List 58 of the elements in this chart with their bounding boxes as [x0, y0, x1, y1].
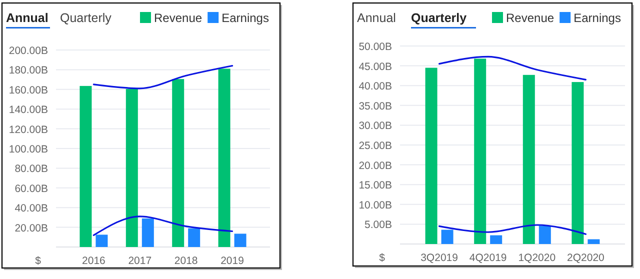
chart-title: Annual — [6, 11, 48, 25]
bar — [441, 230, 454, 244]
x-tick-label: 1Q2020 — [518, 252, 556, 264]
legend-label: Earnings — [222, 11, 269, 25]
chart-subtitle: Quarterly — [60, 11, 112, 25]
y-tick-label: 40.00B — [14, 202, 48, 215]
bar — [80, 86, 92, 247]
bar — [588, 239, 600, 244]
y-tick-label: 20.00B — [358, 160, 392, 172]
y-tick-label: 30.00B — [358, 120, 392, 132]
y-tick-label: 200.00B — [8, 45, 48, 57]
y-axis-title: $ — [35, 255, 42, 267]
line-series — [438, 224, 587, 235]
bar — [96, 234, 108, 247]
chart-subtitle: Annual — [357, 11, 396, 25]
y-tick-label: 100.00B — [8, 144, 48, 156]
bar — [188, 228, 200, 247]
legend-label: Earnings — [574, 11, 621, 25]
legend-label: Revenue — [154, 11, 202, 25]
bar — [474, 58, 486, 244]
bar — [522, 74, 535, 244]
y-tick-label: 45.00B — [358, 60, 392, 73]
y-tick-label: 60.00B — [14, 182, 48, 195]
bar — [172, 79, 184, 247]
x-tick-label: 2Q2020 — [567, 252, 605, 264]
chart-title: Quarterly — [411, 11, 467, 25]
y-tick-label: 140.00B — [8, 104, 48, 116]
bar — [142, 218, 154, 247]
line-series — [92, 64, 234, 90]
x-tick-label: 2017 — [128, 255, 152, 267]
x-tick-label: 3Q2019 — [420, 252, 458, 264]
bar — [126, 88, 138, 247]
x-tick-label: 2016 — [82, 255, 106, 267]
bar — [490, 235, 502, 244]
y-tick-label: 5.00B — [364, 219, 392, 232]
y-tick-label: 180.00B — [8, 64, 48, 77]
bar — [538, 226, 551, 244]
y-tick-label: 80.00B — [14, 163, 48, 176]
y-tick-label: 20.00B — [14, 222, 48, 234]
y-axis-title: $ — [379, 252, 386, 264]
x-tick-label: 2019 — [220, 255, 244, 267]
y-tick-label: 35.00B — [358, 100, 392, 112]
legend-label: Revenue — [506, 11, 554, 25]
bar — [572, 82, 584, 244]
line-series — [438, 56, 587, 80]
y-tick-label: 40.00B — [358, 80, 392, 93]
x-tick-label: 2018 — [174, 255, 198, 267]
line-series — [92, 216, 234, 236]
y-tick-label: 15.00B — [358, 180, 392, 192]
bar — [218, 68, 230, 247]
y-tick-label: 10.00B — [358, 199, 392, 212]
bar — [234, 234, 246, 247]
y-tick-label: 160.00B — [8, 84, 48, 96]
bar — [425, 68, 438, 244]
y-tick-label: 50.00B — [358, 41, 392, 53]
y-tick-label: 120.00B — [8, 124, 48, 136]
x-tick-label: 4Q2019 — [469, 252, 507, 264]
y-tick-label: 25.00B — [358, 140, 392, 152]
